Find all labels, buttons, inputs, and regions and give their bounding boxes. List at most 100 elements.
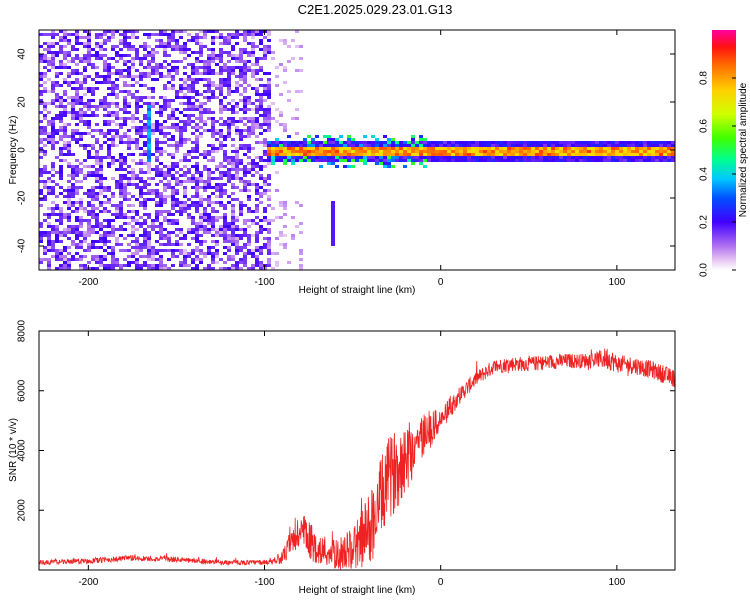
- heatmap-cell: [155, 171, 159, 174]
- heatmap-cell: [351, 147, 355, 150]
- heatmap-cell: [147, 258, 151, 261]
- heatmap-cell: [207, 96, 211, 99]
- heatmap-cell: [539, 159, 543, 162]
- heatmap-cell: [559, 147, 563, 150]
- heatmap-cell: [583, 141, 587, 144]
- heatmap-cell: [259, 66, 263, 69]
- heatmap-cell: [387, 156, 391, 159]
- heatmap-cell: [255, 99, 259, 102]
- heatmap-cell: [647, 159, 651, 162]
- heatmap-cell: [91, 156, 95, 159]
- heatmap-cell: [71, 174, 75, 177]
- heatmap-cell: [147, 171, 151, 174]
- heatmap-cell: [211, 192, 215, 195]
- heatmap-cell: [231, 216, 235, 219]
- heatmap-cell: [95, 246, 99, 249]
- heatmap-cell: [379, 150, 383, 153]
- heatmap-cell: [87, 42, 91, 45]
- heatmap-cell: [211, 144, 215, 147]
- heatmap-cell: [207, 144, 211, 147]
- heatmap-cell: [347, 153, 351, 156]
- heatmap-cell: [291, 237, 295, 240]
- heatmap-cell: [155, 264, 159, 267]
- heatmap-cell: [179, 132, 183, 135]
- heatmap-cell: [359, 150, 363, 153]
- heatmap-cell: [251, 51, 255, 54]
- heatmap-cell: [151, 252, 155, 255]
- heatmap-cell: [39, 180, 43, 183]
- heatmap-cell: [139, 189, 143, 192]
- heatmap-cell: [211, 57, 215, 60]
- heatmap-cell: [63, 141, 67, 144]
- heatmap-cell: [199, 180, 203, 183]
- x-tick-label: -100: [254, 577, 274, 588]
- heatmap-cell: [43, 258, 47, 261]
- heatmap-cell: [79, 225, 83, 228]
- heatmap-cell: [243, 228, 247, 231]
- heatmap-cell: [171, 69, 175, 72]
- heatmap-cell: [251, 159, 255, 162]
- heatmap-cell: [103, 240, 107, 243]
- heatmap-cell: [63, 111, 67, 114]
- heatmap-cell: [443, 147, 447, 150]
- heatmap-cell: [227, 120, 231, 123]
- heatmap-cell: [83, 93, 87, 96]
- heatmap-cell: [143, 72, 147, 75]
- heatmap-cell: [259, 228, 263, 231]
- heatmap-cell: [447, 147, 451, 150]
- heatmap-cell: [519, 147, 523, 150]
- heatmap-cell: [207, 69, 211, 72]
- heatmap-cell: [383, 165, 387, 168]
- heatmap-cell: [607, 153, 611, 156]
- heatmap-cell: [195, 150, 199, 153]
- heatmap-cell: [59, 117, 63, 120]
- heatmap-cell: [259, 126, 263, 129]
- heatmap-cell: [103, 48, 107, 51]
- heatmap-cell: [175, 210, 179, 213]
- heatmap-cell: [87, 108, 91, 111]
- heatmap-cell: [39, 138, 43, 141]
- heatmap-cell: [263, 72, 267, 75]
- heatmap-cell: [87, 174, 91, 177]
- heatmap-cell: [107, 72, 111, 75]
- heatmap-cell: [623, 141, 627, 144]
- heatmap-cell: [67, 231, 71, 234]
- heatmap-cell: [151, 66, 155, 69]
- heatmap-cell: [195, 189, 199, 192]
- heatmap-cell: [103, 141, 107, 144]
- heatmap-cell: [111, 258, 115, 261]
- heatmap-cell: [415, 150, 419, 153]
- heatmap-cell: [67, 258, 71, 261]
- heatmap-cell: [43, 252, 47, 255]
- heatmap-cell: [111, 255, 115, 258]
- heatmap-cell: [167, 105, 171, 108]
- heatmap-cell: [651, 156, 655, 159]
- heatmap-cell: [43, 165, 47, 168]
- heatmap-cell: [203, 90, 207, 93]
- heatmap-cell: [175, 30, 179, 33]
- heatmap-cell: [43, 72, 47, 75]
- heatmap-cell: [487, 144, 491, 147]
- heatmap-cell: [87, 114, 91, 117]
- heatmap-cell: [251, 219, 255, 222]
- heatmap-cell: [143, 207, 147, 210]
- heatmap-cell: [439, 141, 443, 144]
- heatmap-cell: [395, 141, 399, 144]
- heatmap-cell: [535, 144, 539, 147]
- y-tick-label: 4000: [17, 439, 28, 462]
- heatmap-cell: [99, 180, 103, 183]
- heatmap-cell: [51, 117, 55, 120]
- heatmap-cell: [243, 168, 247, 171]
- heatmap-cell: [547, 159, 551, 162]
- heatmap-cell: [243, 180, 247, 183]
- heatmap-cell: [279, 123, 283, 126]
- heatmap-cell: [63, 123, 67, 126]
- heatmap-cell: [51, 246, 55, 249]
- heatmap-cell: [51, 90, 55, 93]
- y-tick-label: -20: [17, 190, 28, 205]
- heatmap-cell: [495, 153, 499, 156]
- heatmap-cell: [491, 150, 495, 153]
- heatmap-cell: [139, 126, 143, 129]
- heatmap-cell: [155, 225, 159, 228]
- heatmap-cell: [55, 42, 59, 45]
